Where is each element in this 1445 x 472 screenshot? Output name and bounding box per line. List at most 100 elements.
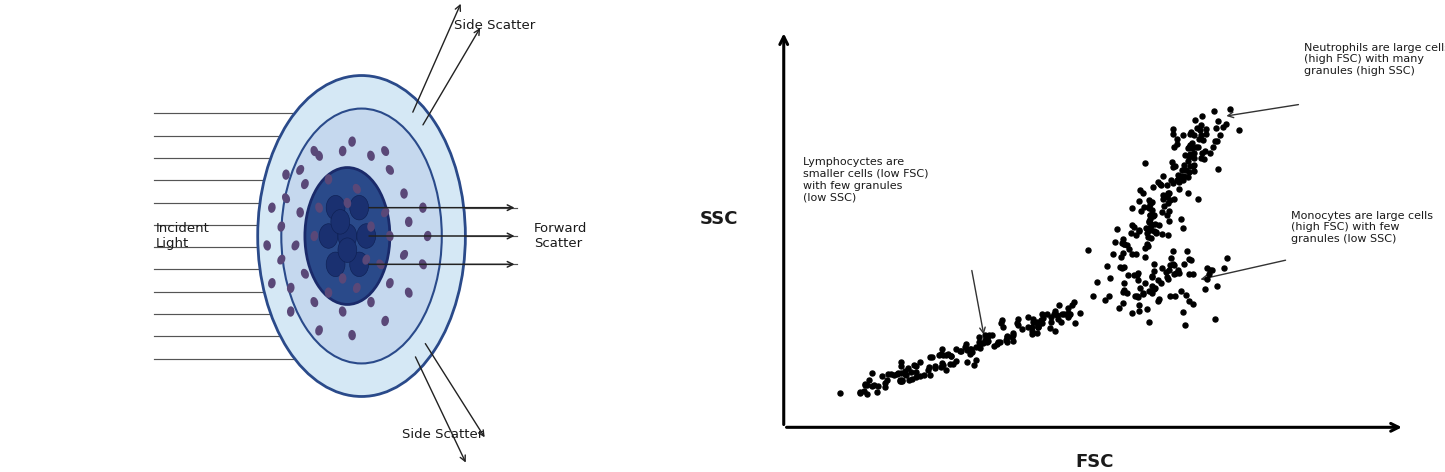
- Point: [1189, 154, 1212, 162]
- Ellipse shape: [400, 188, 407, 199]
- Point: [1140, 206, 1163, 213]
- Point: [1162, 130, 1185, 138]
- Point: [1085, 278, 1108, 286]
- Point: [1199, 266, 1222, 274]
- Point: [1152, 172, 1175, 180]
- Ellipse shape: [319, 224, 338, 248]
- Point: [1156, 273, 1179, 280]
- Point: [855, 381, 879, 389]
- Point: [1178, 255, 1201, 263]
- Point: [1156, 199, 1179, 206]
- Point: [1142, 212, 1165, 219]
- Point: [1182, 162, 1205, 170]
- Ellipse shape: [386, 278, 393, 288]
- Ellipse shape: [301, 179, 309, 189]
- Point: [1051, 311, 1074, 318]
- Point: [1214, 121, 1237, 128]
- Point: [890, 377, 913, 385]
- Point: [1139, 215, 1162, 223]
- Point: [853, 387, 876, 395]
- Point: [971, 340, 994, 347]
- Point: [938, 360, 961, 367]
- Point: [1191, 149, 1214, 157]
- Point: [929, 350, 952, 358]
- Point: [1176, 144, 1199, 152]
- Ellipse shape: [367, 151, 374, 161]
- Point: [1189, 121, 1212, 129]
- Point: [1178, 169, 1201, 176]
- Point: [931, 351, 954, 359]
- Point: [1026, 318, 1049, 326]
- Point: [1208, 131, 1231, 139]
- Point: [1165, 136, 1188, 143]
- Point: [1143, 261, 1166, 268]
- Point: [1173, 321, 1196, 329]
- Point: [1150, 209, 1173, 216]
- Text: SSC: SSC: [699, 210, 738, 228]
- Point: [1046, 312, 1069, 319]
- Point: [1215, 254, 1238, 262]
- Ellipse shape: [325, 174, 332, 185]
- Point: [1162, 163, 1185, 171]
- Point: [1191, 137, 1214, 144]
- Point: [1172, 172, 1195, 179]
- Point: [990, 320, 1013, 327]
- Point: [1202, 107, 1225, 115]
- Point: [1157, 207, 1181, 214]
- Point: [1157, 189, 1181, 197]
- Ellipse shape: [338, 306, 347, 317]
- Point: [1183, 116, 1207, 124]
- Point: [1149, 181, 1172, 188]
- Point: [1191, 112, 1214, 119]
- Ellipse shape: [338, 224, 357, 248]
- Ellipse shape: [340, 273, 347, 284]
- Point: [965, 343, 988, 351]
- Point: [848, 388, 871, 396]
- Ellipse shape: [311, 146, 318, 156]
- Point: [1227, 126, 1250, 134]
- Point: [1170, 176, 1194, 183]
- Point: [985, 340, 1009, 347]
- Point: [1156, 182, 1179, 189]
- Point: [1157, 292, 1181, 299]
- Point: [920, 353, 944, 361]
- Point: [1136, 305, 1159, 313]
- Point: [994, 336, 1017, 344]
- Point: [1127, 302, 1150, 309]
- Point: [1039, 319, 1062, 326]
- Point: [1169, 287, 1192, 295]
- Point: [1129, 186, 1152, 194]
- Point: [1137, 197, 1160, 204]
- Point: [1218, 106, 1241, 113]
- Point: [1205, 282, 1228, 290]
- Text: Side Scatter: Side Scatter: [402, 428, 483, 441]
- Point: [1176, 173, 1199, 181]
- Point: [1026, 323, 1049, 330]
- Ellipse shape: [386, 231, 393, 241]
- Point: [1168, 270, 1191, 277]
- Text: Side Scatter: Side Scatter: [454, 19, 535, 32]
- Point: [1068, 310, 1091, 317]
- Point: [1111, 250, 1134, 257]
- Point: [1143, 220, 1166, 228]
- Point: [1022, 316, 1045, 323]
- Point: [883, 371, 906, 379]
- Point: [1137, 319, 1160, 326]
- Point: [928, 352, 951, 359]
- Ellipse shape: [327, 252, 345, 277]
- Point: [1001, 337, 1025, 345]
- Point: [1159, 254, 1182, 261]
- Ellipse shape: [405, 287, 413, 298]
- Point: [1147, 276, 1170, 284]
- Point: [1020, 327, 1043, 334]
- Point: [1153, 202, 1176, 210]
- Point: [1134, 253, 1157, 261]
- Point: [996, 338, 1019, 346]
- Ellipse shape: [282, 109, 442, 363]
- Point: [1127, 227, 1150, 234]
- Point: [991, 323, 1014, 330]
- Point: [1144, 228, 1168, 236]
- Point: [1170, 167, 1194, 174]
- Point: [1144, 284, 1168, 292]
- Ellipse shape: [423, 231, 432, 241]
